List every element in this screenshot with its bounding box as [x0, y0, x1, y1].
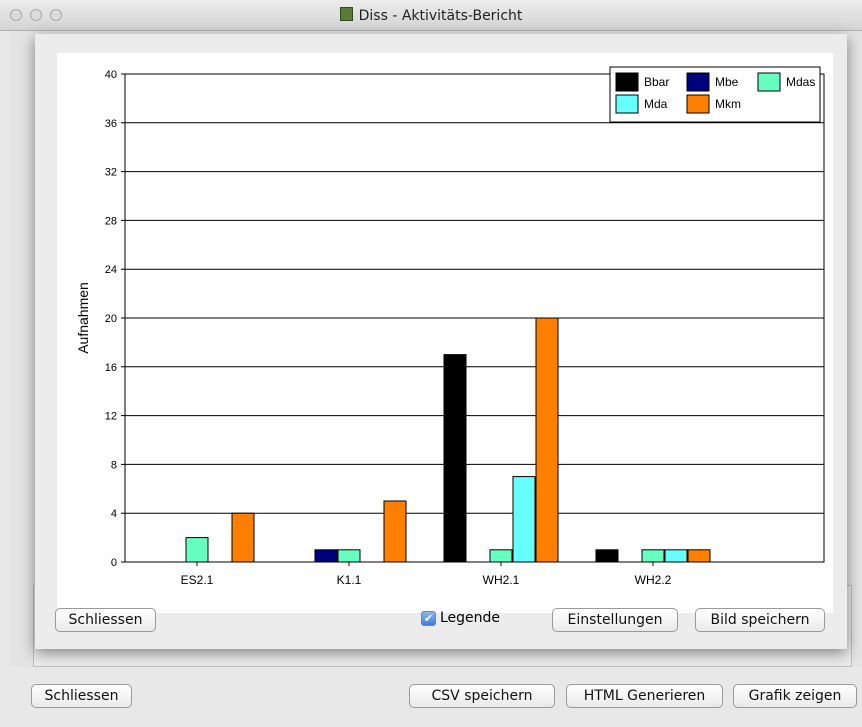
legend-label-Mbe: Mbe	[715, 75, 739, 89]
x-tick-label: K1.1	[337, 573, 362, 587]
settings-button[interactable]: Einstellungen	[552, 608, 678, 632]
bar-Mdas-K1.1	[337, 549, 361, 563]
save-image-button[interactable]: Bild speichern	[695, 608, 825, 632]
legend-label-Mdas: Mdas	[786, 75, 815, 89]
y-axis-label: Aufnahmen	[75, 282, 91, 354]
legend-checkbox[interactable]: ✔ Legende	[421, 610, 500, 626]
y-tick-label: 12	[105, 411, 117, 423]
csv-save-button[interactable]: CSV speichern	[409, 684, 555, 708]
y-tick-label: 20	[105, 313, 117, 325]
bar-Bbar-WH2.1	[443, 354, 467, 563]
x-tick-label: WH2.1	[483, 573, 520, 587]
window-title: Diss - Aktivitäts-Bericht	[0, 7, 862, 24]
y-tick-label: 8	[111, 459, 117, 471]
dialog-close-button[interactable]: Schliessen	[55, 608, 156, 632]
window-titlebar: Diss - Aktivitäts-Bericht	[0, 0, 862, 31]
bar-Mdas-ES2.1	[185, 537, 209, 563]
y-tick-label: 40	[105, 69, 117, 81]
legend-box	[609, 66, 821, 123]
bar-chart: 0 4 8 12 16 20 24 28 32 36 40 ES2.1 K1.1 WH2.1 WH2.2 Au…	[75, 66, 825, 587]
bar-Mdas-WH2.2	[641, 549, 665, 563]
bar-Bbar-WH2.2	[595, 549, 619, 563]
legend-swatch-Mkm	[686, 94, 710, 114]
bar-Mda-WH2.1	[512, 476, 536, 563]
legend-swatch-Mda	[615, 94, 639, 114]
bar-Mkm-ES2.1	[231, 512, 255, 563]
bar-Mbe-K1.1	[314, 549, 338, 563]
plot-frame	[124, 73, 825, 563]
legend-label-Mda: Mda	[644, 97, 668, 111]
legend-swatch-Mdas	[757, 72, 781, 92]
bar-Mda-WH2.2	[664, 549, 688, 563]
bar-Mkm-K1.1	[383, 500, 407, 563]
y-tick-label: 28	[105, 215, 117, 227]
y-tick-label: 0	[111, 557, 117, 569]
legend-label-Bbar: Bbar	[644, 75, 669, 89]
y-tick-label: 36	[105, 118, 117, 130]
y-tick-label: 4	[111, 508, 117, 520]
chart-area: 0 4 8 12 16 20 24 28 32 36 40 ES2.1 K1.1 WH2.1 WH2.2 Au…	[57, 53, 833, 613]
main-close-button[interactable]: Schliessen	[31, 684, 132, 708]
legend-swatch-Mbe	[686, 72, 710, 92]
bar-Mdas-WH2.1	[489, 549, 513, 563]
chart-dialog: 0 4 8 12 16 20 24 28 32 36 40 ES2.1 K1.1 WH2.1 WH2.2 Au…	[35, 34, 847, 649]
bar-Mkm-WH2.1	[535, 317, 559, 563]
zoom-window-icon[interactable]	[50, 9, 62, 21]
legend-checkbox-label: Legende	[440, 610, 501, 626]
app-icon	[339, 7, 353, 21]
html-generate-button[interactable]: HTML Generieren	[566, 684, 723, 708]
close-window-icon[interactable]	[10, 9, 22, 21]
show-graph-button[interactable]: Grafik zeigen	[733, 684, 857, 708]
bar-Mkm-WH2.2	[687, 549, 711, 563]
legend-label-Mkm: Mkm	[715, 97, 741, 111]
y-tick-label: 32	[105, 167, 117, 179]
y-tick-label: 24	[105, 264, 117, 276]
checkmark-icon: ✔	[421, 610, 436, 626]
minimize-window-icon[interactable]	[30, 9, 42, 21]
x-tick-label: WH2.2	[635, 573, 672, 587]
legend-swatch-Bbar	[615, 72, 639, 92]
x-tick-label: ES2.1	[181, 573, 214, 587]
y-tick-label: 16	[105, 362, 117, 374]
